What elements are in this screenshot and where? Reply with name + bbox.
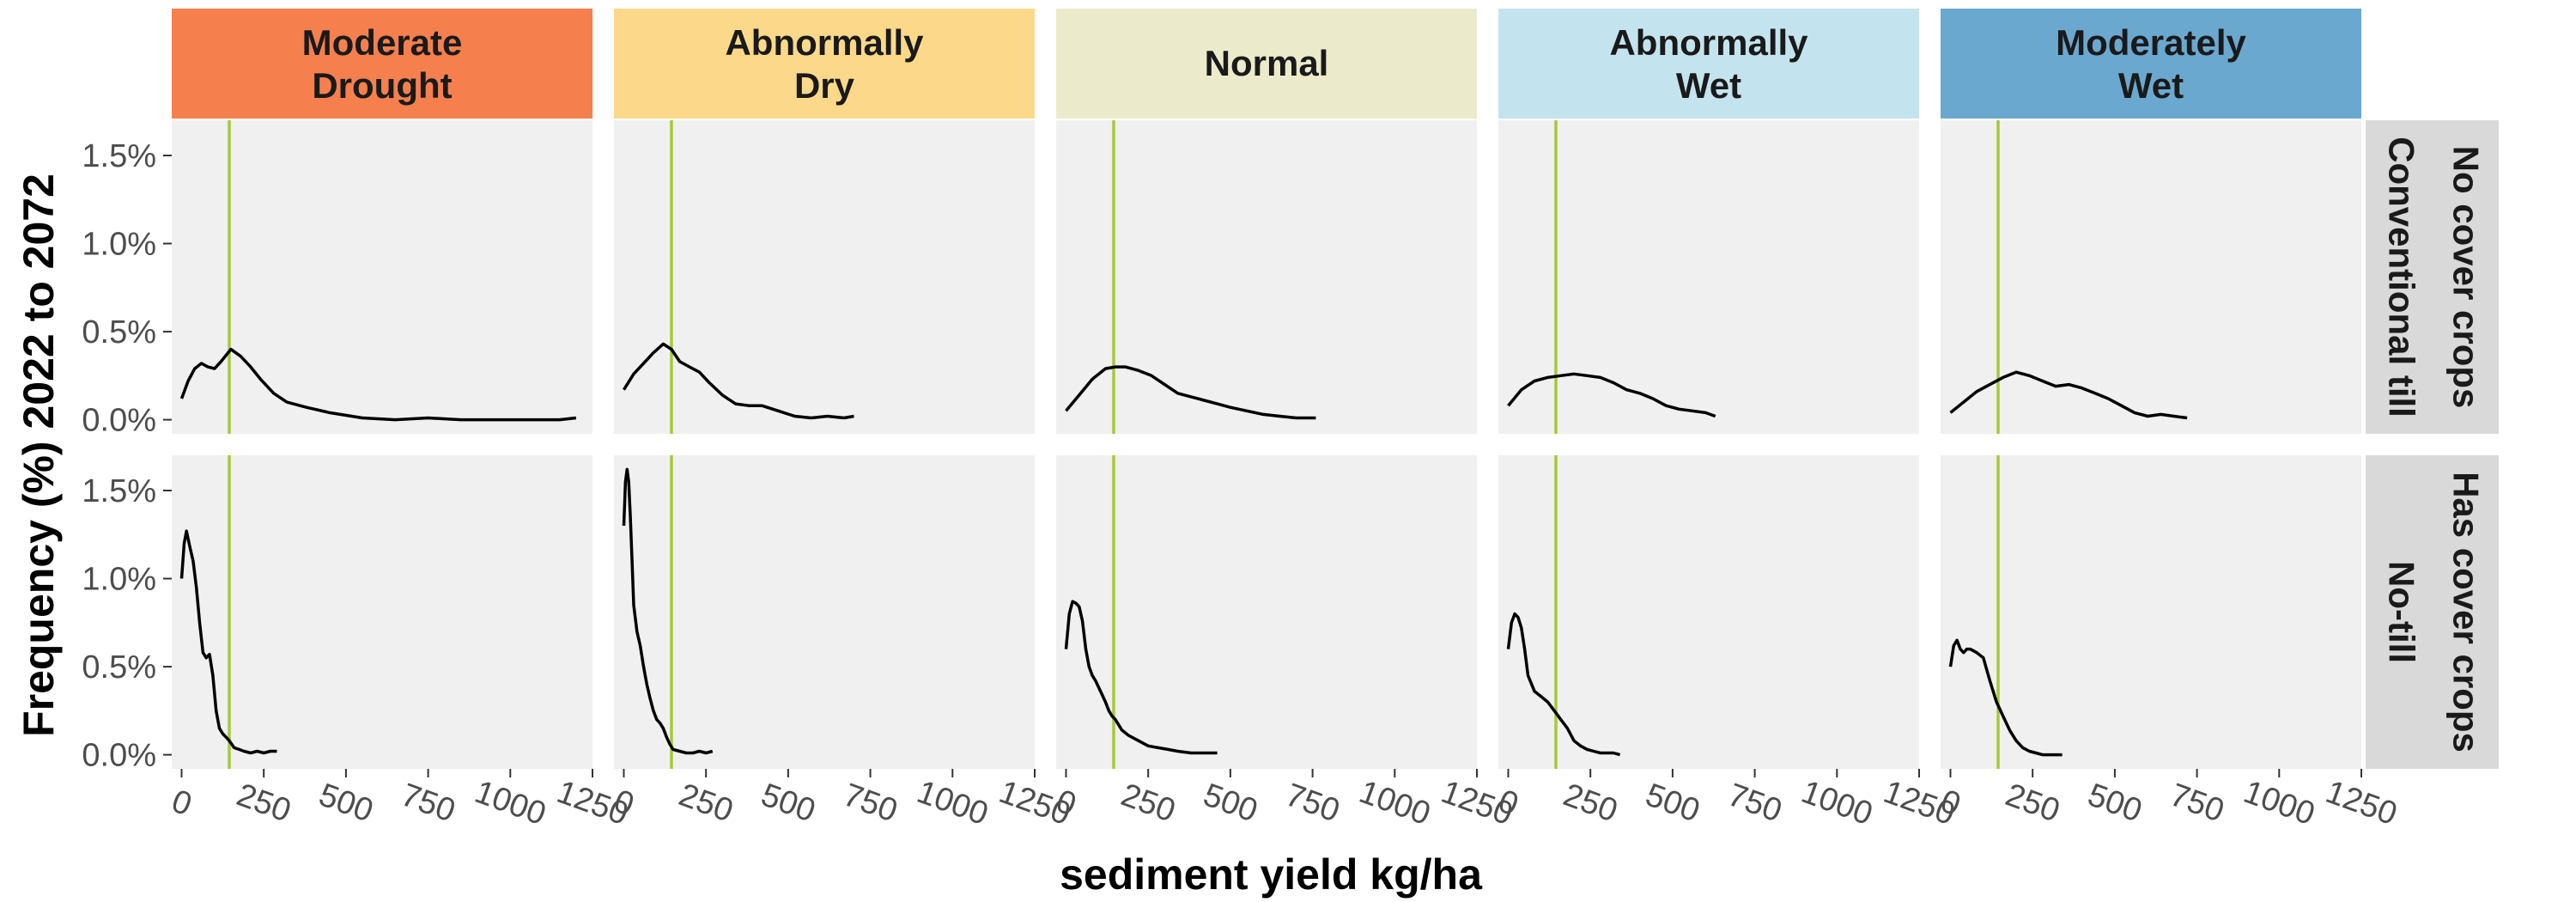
column-strip-1 — [614, 9, 1035, 119]
row-strip-0 — [2366, 120, 2499, 434]
density-line-1-3 — [1506, 612, 1621, 757]
density-line-1-1 — [622, 467, 714, 755]
panel-bg-0-3 — [1498, 120, 1919, 434]
panel-bg-0-1 — [614, 120, 1035, 434]
density-line-0-2 — [1065, 365, 1316, 420]
x-axis-title: sediment yield kg/ha — [1060, 850, 1483, 899]
x-tick-label-1-4: 1000 — [912, 774, 993, 832]
y-tick-label-1-1: 0.5% — [82, 649, 156, 686]
density-line-0-1 — [623, 342, 854, 420]
x-tick-label-3-3: 750 — [1723, 777, 1787, 829]
x-tick-label-4-3: 750 — [2166, 777, 2229, 829]
x-tick-label-4-2: 500 — [2083, 777, 2147, 829]
x-tick-label-0-1: 250 — [232, 777, 295, 829]
row-strip-label-0-1: Conventional till — [2382, 137, 2422, 417]
x-tick-label-3-1: 250 — [1558, 777, 1622, 829]
column-strip-label-3-1: Wet — [1676, 65, 1741, 106]
panel-bg-1-0 — [172, 455, 592, 769]
column-strip-3 — [1498, 9, 1919, 119]
row-strip-1 — [2366, 455, 2499, 769]
x-tick-label-1-2: 500 — [756, 777, 820, 829]
x-tick-label-0-0: 0 — [167, 783, 196, 824]
y-tick-label-1-2: 1.0% — [82, 562, 156, 598]
density-line-0-4 — [1949, 370, 2188, 420]
column-strip-0 — [172, 9, 592, 119]
x-tick-label-2-3: 750 — [1281, 777, 1345, 829]
x-tick-label-2-1: 250 — [1116, 777, 1180, 829]
x-tick-label-0-4: 1000 — [470, 774, 550, 832]
x-tick-label-4-1: 250 — [2001, 777, 2064, 829]
column-strip-4 — [1941, 9, 2361, 119]
y-tick-label-1-3: 1.5% — [82, 473, 156, 509]
x-tick-label-3-4: 1000 — [1796, 774, 1877, 832]
density-line-1-0 — [179, 529, 277, 755]
row-strip-label-1-0: Has cover crops — [2446, 472, 2487, 753]
x-tick-label-1-1: 250 — [674, 777, 738, 829]
column-strip-label-2-0: Normal — [1205, 43, 1329, 83]
x-tick-label-3-0: 0 — [1493, 783, 1522, 824]
column-strip-label-1-1: Dry — [794, 65, 855, 106]
x-tick-label-2-2: 500 — [1199, 777, 1262, 829]
density-line-0-3 — [1507, 372, 1716, 418]
column-strip-label-4-0: Moderately — [2056, 22, 2246, 63]
density-line-1-4 — [1948, 638, 2063, 757]
row-strip-label-0-0: No cover crops — [2446, 146, 2487, 409]
x-tick-label-3-2: 500 — [1641, 777, 1704, 829]
panel-bg-1-2 — [1056, 455, 1477, 769]
density-line-1-2 — [1064, 600, 1218, 755]
x-tick-label-4-4: 1000 — [2239, 774, 2319, 832]
panel-bg-1-3 — [1498, 455, 1919, 769]
column-strip-label-3-0: Abnormally — [1609, 22, 1808, 63]
x-tick-label-1-0: 0 — [609, 783, 638, 824]
column-strip-label-1-0: Abnormally — [725, 22, 924, 63]
row-strip-label-1-1: No-till — [2382, 561, 2422, 663]
x-tick-label-2-0: 0 — [1051, 783, 1080, 824]
panel-bg-0-2 — [1056, 120, 1477, 434]
y-tick-label-0-0: 0.0% — [82, 403, 156, 439]
column-strip-2 — [1056, 9, 1477, 119]
y-tick-label-0-1: 0.5% — [82, 314, 156, 350]
x-tick-label-4-5: 1250 — [2321, 774, 2402, 832]
x-tick-label-0-2: 500 — [314, 777, 378, 829]
panel-bg-0-4 — [1941, 120, 2361, 434]
x-tick-label-0-3: 750 — [397, 777, 460, 829]
y-tick-label-1-0: 0.0% — [82, 738, 156, 774]
column-strip-label-0-0: Moderate — [302, 22, 463, 63]
column-strip-label-4-1: Wet — [2118, 65, 2184, 106]
panel-bg-1-1 — [614, 455, 1035, 769]
x-tick-label-2-4: 1000 — [1354, 774, 1435, 832]
x-tick-label-4-0: 0 — [1935, 783, 1965, 824]
panel-bg-1-4 — [1941, 455, 2361, 769]
column-strip-label-0-1: Drought — [312, 65, 452, 106]
x-tick-label-1-3: 750 — [839, 777, 902, 829]
y-tick-label-0-3: 1.5% — [82, 138, 156, 174]
panel-bg-0-0 — [172, 120, 592, 434]
y-tick-label-0-2: 1.0% — [82, 227, 156, 263]
y-axis-title: Frequency (%) 2022 to 2072 — [15, 174, 63, 737]
density-line-0-0 — [179, 347, 577, 422]
